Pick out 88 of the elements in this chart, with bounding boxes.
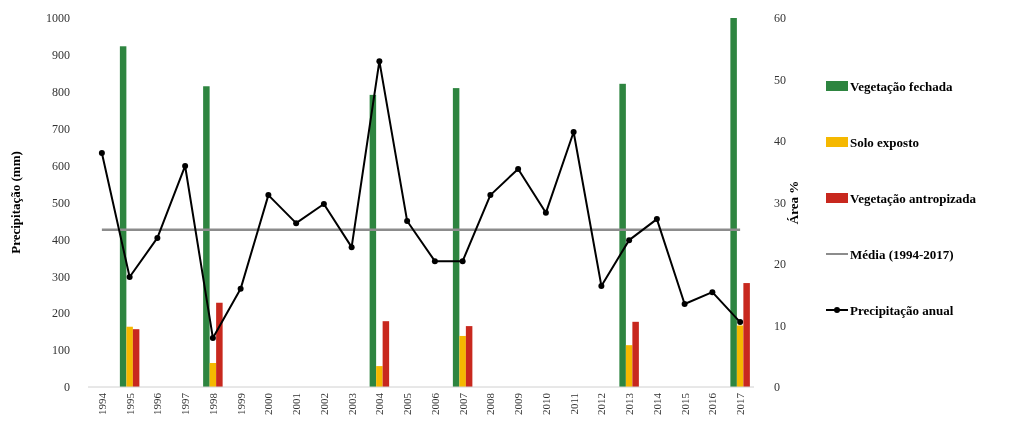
bar (730, 18, 737, 387)
legend-label: Vegetação fechada (850, 78, 953, 94)
x-tick-label: 2013 (623, 392, 636, 415)
y-tick-label: 100 (52, 343, 70, 358)
x-tick-label: 2011 (567, 393, 580, 415)
bar (376, 366, 383, 387)
point (320, 200, 327, 207)
y-tick-label: 300 (52, 269, 70, 284)
y-tick-label: 700 (52, 121, 70, 136)
point (542, 209, 549, 216)
point (237, 285, 244, 292)
bar (736, 325, 744, 387)
point (626, 237, 633, 244)
x-tick-label: 2004 (373, 392, 386, 415)
x-tick-label: 2010 (539, 392, 552, 415)
point (459, 258, 466, 265)
bar (452, 88, 460, 387)
x-tick-label: 2000 (262, 392, 275, 415)
point (570, 129, 577, 136)
y-tick-label: 0 (64, 380, 70, 395)
point (737, 319, 744, 326)
point (348, 244, 355, 251)
bar (132, 329, 140, 387)
x-tick-label: 2012 (595, 393, 608, 415)
legend-label: Vegetação antropizada (850, 190, 977, 206)
bar (465, 326, 473, 387)
x-tick-label: 1994 (95, 392, 108, 415)
x-tick-label: 2006 (428, 392, 441, 415)
x-tick-label: 2005 (401, 392, 414, 415)
point (376, 58, 383, 65)
bar (203, 86, 210, 387)
y2-tick-label: 60 (774, 11, 786, 26)
x-tick-label: 2002 (317, 393, 330, 415)
x-tick-label: 2015 (678, 392, 691, 415)
bar (382, 321, 390, 387)
x-tick-label: 2009 (512, 392, 525, 415)
x-tick-label: 1996 (151, 392, 164, 415)
y2-tick-label: 10 (774, 318, 786, 333)
y2-tick-label: 0 (774, 380, 780, 395)
bar (625, 345, 633, 387)
point (265, 192, 272, 199)
legend-label: Precipitação anual (850, 302, 954, 318)
y-tick-label: 1000 (46, 11, 70, 26)
point (709, 289, 716, 296)
point (209, 334, 216, 341)
x-tick-label: 2014 (650, 392, 663, 415)
point (126, 274, 133, 281)
point (515, 165, 522, 172)
point (182, 162, 189, 169)
y2-tick-label: 40 (774, 134, 786, 149)
y2-axis-title: Área % (786, 180, 801, 225)
point (293, 220, 300, 227)
x-tick-label: 1997 (179, 392, 192, 415)
y-tick-label: 200 (52, 306, 70, 321)
x-tick-label: 2007 (456, 392, 469, 415)
y-tick-label: 600 (52, 158, 70, 173)
point (598, 282, 605, 289)
point (653, 216, 660, 223)
bar (459, 335, 466, 387)
legend-label: Média (1994-2017) (850, 246, 954, 262)
y2-tick-label: 20 (774, 257, 786, 272)
x-tick-label: 2008 (484, 392, 497, 415)
y-tick-label: 900 (52, 48, 70, 63)
x-tick-label: 1998 (206, 392, 219, 415)
bar (216, 302, 223, 387)
point (154, 234, 161, 241)
bar (619, 83, 626, 387)
y2-tick-label: 50 (774, 72, 786, 87)
y-tick-label: 400 (52, 232, 70, 247)
y-axis-title: Precipitação (mm) (8, 151, 23, 254)
y2-tick-label: 30 (774, 195, 786, 210)
x-tick-label: 2017 (734, 392, 747, 415)
point (404, 217, 411, 224)
point (487, 192, 494, 199)
y-tick-label: 500 (52, 195, 70, 210)
x-tick-label: 2003 (345, 392, 358, 415)
point (98, 150, 105, 157)
point (431, 258, 438, 265)
bar (126, 326, 133, 387)
point (681, 300, 688, 307)
legend-label: Solo exposto (850, 134, 919, 150)
x-tick-label: 2001 (290, 393, 303, 415)
bar (632, 321, 639, 387)
x-tick-label: 1999 (234, 392, 247, 415)
x-tick-label: 2016 (706, 392, 719, 415)
y-tick-label: 800 (52, 85, 70, 99)
bar (743, 283, 750, 387)
x-tick-label: 1995 (123, 392, 136, 415)
